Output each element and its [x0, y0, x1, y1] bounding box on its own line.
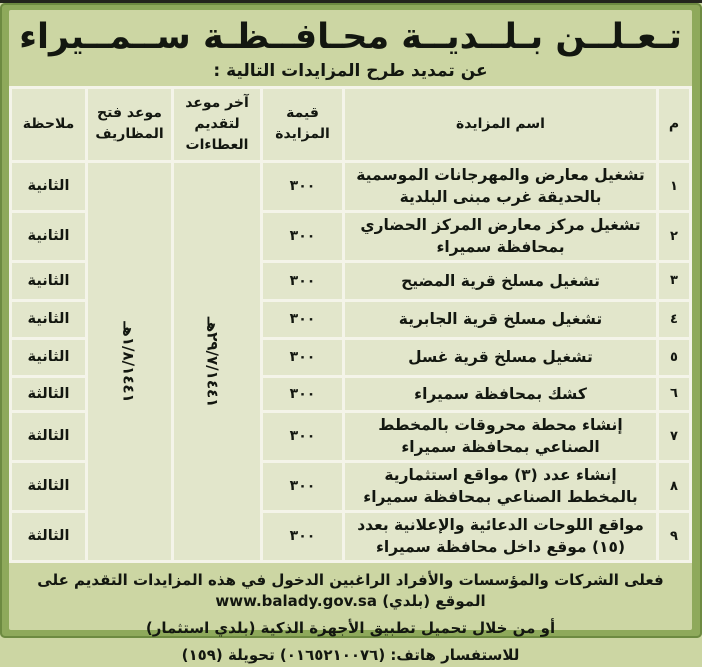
- cell-num: ٣: [656, 259, 692, 302]
- deadline-date-vertical: ٢٩/٧/١٤٤١هـ: [203, 316, 222, 407]
- page-title: تـعـلــن بـلــديــة محـافــظـة ســمــيرا…: [19, 17, 682, 57]
- cell-auction-value: ٣٠٠: [260, 159, 345, 213]
- cell-num: ٩: [656, 509, 692, 563]
- cell-note: الثانية: [9, 209, 88, 263]
- cell-num: ٢: [656, 209, 692, 263]
- cell-auction-name: إنشاء عدد (٣) مواقع استثمارية بالمخطط ال…: [342, 459, 659, 513]
- cell-auction-name: تشغيل مسلخ قرية المضيح: [342, 259, 659, 302]
- cell-auction-value: ٣٠٠: [260, 509, 345, 563]
- auctions-table: م اسم المزايدة قيمة المزايدة آخر موعد لت…: [9, 85, 692, 563]
- table-row: ٨ إنشاء عدد (٣) مواقع استثمارية بالمخطط …: [9, 459, 692, 513]
- cell-auction-name: تشغيل مركز معارض المركز الحضاري بمحافظة …: [342, 209, 659, 263]
- cell-auction-value: ٣٠٠: [260, 298, 345, 340]
- cell-auction-name: إنشاء محطة محروقات بالمخطط الصناعي بمحاف…: [342, 409, 659, 463]
- cell-opening-date: ١/٨/١٤٤١هـ: [85, 159, 174, 563]
- footer-line-phone: للاستفسار هاتف: (٠١٦٥٢١٠٠٧٦) تحويلة (١٥٩…: [181, 645, 520, 664]
- table-row: ٦ كشك بمحافظة سميراء ٣٠٠ الثالثة: [9, 374, 692, 413]
- table-row: ٩ مواقع اللوحات الدعائية والإعلانية بعدد…: [9, 509, 692, 563]
- table-row: ٢ تشغيل مركز معارض المركز الحضاري بمحافظ…: [9, 209, 692, 263]
- cell-auction-value: ٣٠٠: [260, 209, 345, 263]
- cell-num: ٥: [656, 336, 692, 378]
- cell-auction-value: ٣٠٠: [260, 459, 345, 513]
- cell-auction-name: تشغيل معارض والمهرجانات الموسمية بالحديق…: [342, 159, 659, 213]
- col-header-num: م: [656, 85, 692, 163]
- cell-note: الثانية: [9, 259, 88, 302]
- cell-auction-name: تشغيل مسلخ قرية غسل: [342, 336, 659, 378]
- cell-auction-name: تشغيل مسلخ قرية الجابرية: [342, 298, 659, 340]
- col-header-auction-name: اسم المزايدة: [342, 85, 659, 163]
- announcement-panel: تـعـلــن بـلــديــة محـافــظـة ســمــيرا…: [9, 10, 692, 664]
- col-header-opening: موعد فتح المظاريف: [85, 85, 174, 163]
- table-header-row: م اسم المزايدة قيمة المزايدة آخر موعد لت…: [9, 85, 692, 163]
- cell-auction-value: ٣٠٠: [260, 336, 345, 378]
- footer-notes: فعلى الشركات والمؤسسات والأفراد الراغبين…: [9, 570, 692, 667]
- cell-note: الثانية: [9, 336, 88, 378]
- cell-auction-value: ٣٠٠: [260, 409, 345, 463]
- cell-note: الثالثة: [9, 374, 88, 413]
- table-row: ٥ تشغيل مسلخ قرية غسل ٣٠٠ الثانية: [9, 336, 692, 378]
- page-subtitle: عن تمديد طرح المزايدات التالية :: [213, 60, 488, 81]
- table-row: ١ تشغيل معارض والمهرجانات الموسمية بالحد…: [9, 159, 692, 563]
- cell-note: الثالثة: [9, 409, 88, 463]
- cell-num: ١: [656, 159, 692, 213]
- cell-num: ٨: [656, 459, 692, 513]
- opening-date-vertical: ١/٨/١٤٤١هـ: [119, 320, 138, 403]
- col-header-auction-value: قيمة المزايدة: [260, 85, 345, 163]
- scan-artifact-line: [0, 0, 702, 3]
- cell-num: ٧: [656, 409, 692, 463]
- cell-auction-name: كشك بمحافظة سميراء: [342, 374, 659, 413]
- footer-line-app: أو من خلال تحميل تطبيق الأجهزة الذكية (ب…: [145, 619, 556, 638]
- cell-auction-value: ٣٠٠: [260, 374, 345, 413]
- cell-auction-value: ٣٠٠: [260, 259, 345, 302]
- col-header-deadline: آخر موعد لتقديم العطاءات: [171, 85, 263, 163]
- cell-num: ٦: [656, 374, 692, 413]
- cell-deadline-date: ٢٩/٧/١٤٤١هـ: [171, 159, 263, 563]
- cell-num: ٤: [656, 298, 692, 340]
- cell-note: الثانية: [9, 159, 88, 213]
- table-row: ٤ تشغيل مسلخ قرية الجابرية ٣٠٠ الثانية: [9, 298, 692, 340]
- col-header-note: ملاحظة: [9, 85, 88, 163]
- cell-note: الثالثة: [9, 509, 88, 563]
- announcement-page: تـعـلــن بـلــديــة محـافــظـة ســمــيرا…: [0, 3, 702, 664]
- cell-note: الثالثة: [9, 459, 88, 513]
- cell-note: الثانية: [9, 298, 88, 340]
- table-row: ٧ إنشاء محطة محروقات بالمخطط الصناعي بمح…: [9, 409, 692, 463]
- table-row: ٣ تشغيل مسلخ قرية المضيح ٣٠٠ الثانية: [9, 259, 692, 302]
- cell-auction-name: مواقع اللوحات الدعائية والإعلانية بعدد (…: [342, 509, 659, 563]
- footer-line-apply: فعلى الشركات والمؤسسات والأفراد الراغبين…: [37, 570, 664, 611]
